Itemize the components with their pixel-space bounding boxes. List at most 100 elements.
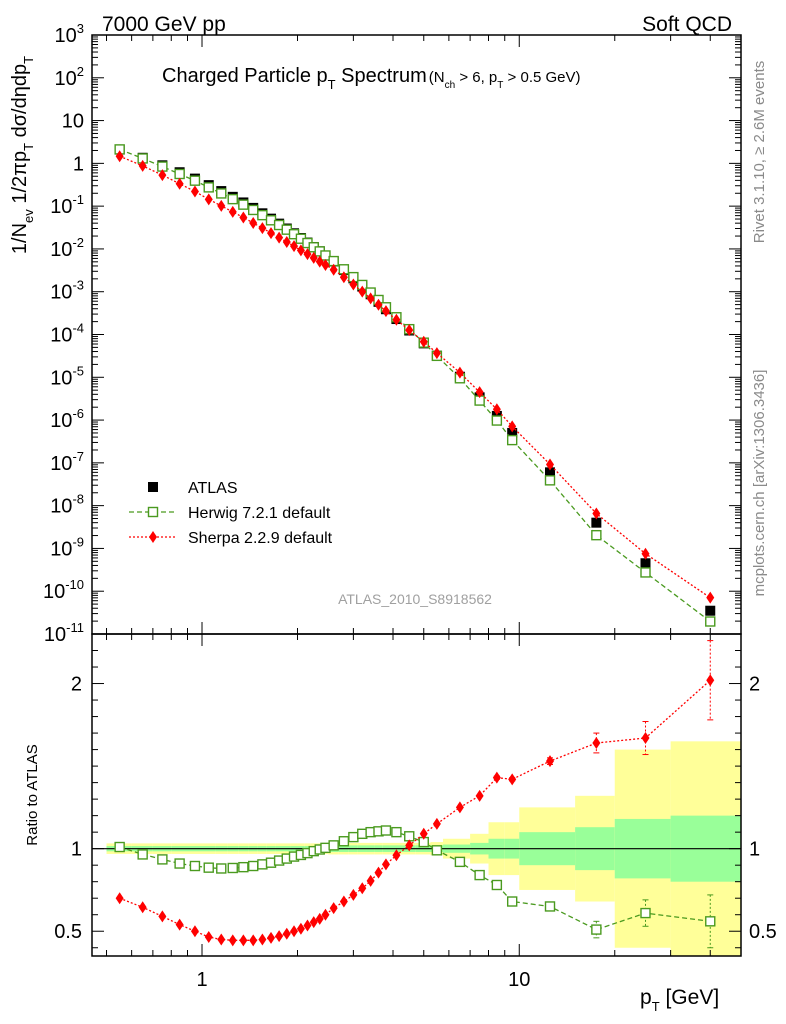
sherpa-ratio-line	[119, 679, 711, 941]
atlas-point	[705, 605, 716, 616]
sherpa-ratio-point	[158, 910, 167, 923]
herwig-ratio-point	[174, 858, 185, 869]
ratio-tick-label-right: 0.5	[749, 921, 777, 943]
herwig-ratio-point	[506, 896, 518, 907]
sherpa-ratio-point	[239, 934, 248, 947]
herwig-point	[257, 209, 268, 221]
sherpa-ratio-point	[381, 858, 390, 871]
sherpa-ratio-point	[546, 755, 555, 768]
herwig-point	[491, 415, 503, 426]
sherpa-ratio-point	[475, 789, 484, 802]
sherpa-ratio-point	[706, 674, 715, 687]
sherpa-point	[228, 205, 237, 218]
sherpa-ratio-point	[349, 888, 358, 901]
sherpa-point	[455, 366, 464, 379]
herwig-point	[174, 168, 185, 180]
atlas-point	[545, 467, 556, 478]
legend-label: ATLAS	[188, 480, 238, 497]
chart-title: Charged Particle pT Spectrum (Nch > 6, pT…	[162, 65, 581, 92]
herwig-ratio-point	[157, 854, 168, 865]
legend: ATLAS Herwig 7.2.1 default Sherpa 2.2.9 de…	[129, 480, 333, 547]
herwig-ratio-point	[380, 825, 392, 836]
sherpa-ratio-point	[115, 892, 124, 905]
axes: 1 1010310210110-110-210-310-410-510-610-7…	[43, 21, 777, 991]
sherpa-point	[309, 251, 318, 264]
sherpa-ratio-point	[258, 933, 267, 946]
y-axis-label: 1/Nev 1/2πpT dσ/dηdpT	[9, 56, 36, 254]
legend-label: Herwig 7.2.1 default	[188, 505, 331, 522]
sherpa-point	[641, 547, 650, 560]
herwig-point	[216, 188, 227, 199]
sherpa-point	[508, 420, 517, 433]
sherpa-ratio-point	[405, 839, 414, 852]
source-label: mcplots.cern.ch [arXiv:1306.3436]	[751, 370, 768, 597]
ratio-tick-label-right: 1	[749, 839, 760, 861]
sherpa-point	[405, 324, 414, 337]
sherpa-ratio-point	[455, 801, 464, 814]
herwig-ratio-point	[544, 901, 556, 912]
y-tick-label: 102	[55, 64, 84, 90]
sherpa-ratio-point	[190, 925, 199, 938]
sherpa-point	[115, 150, 124, 163]
y-tick-label: 10-4	[50, 321, 84, 347]
sherpa-ratio-point	[309, 916, 318, 929]
herwig-point	[640, 567, 651, 578]
y-tick-label: 10-7	[50, 449, 84, 475]
sherpa-point	[175, 177, 184, 190]
herwig-ratio-point	[114, 841, 125, 853]
y-tick-label: 10-10	[43, 577, 84, 603]
ratio-tick-label-left: 1	[71, 839, 82, 861]
sherpa-point	[290, 240, 299, 253]
herwig-ratio-point	[257, 859, 268, 870]
sherpa-point	[546, 458, 555, 471]
herwig-point	[506, 434, 518, 446]
herwig-point	[248, 204, 259, 216]
herwig-ratio-point	[338, 836, 350, 847]
sherpa-ratio-point	[339, 895, 348, 908]
y-tick-label: 10-2	[50, 235, 84, 261]
sherpa-ratio-point	[321, 908, 330, 921]
sherpa-ratio-point	[204, 931, 213, 944]
ratio-tick-label-right: 2	[749, 674, 760, 696]
sherpa-point	[706, 591, 715, 604]
sherpa-ratio-point	[228, 934, 237, 947]
sherpa-ratio-point	[217, 933, 226, 946]
energy-label: 7000 GeV pp	[102, 13, 226, 36]
sherpa-ratio-point	[592, 736, 601, 749]
herwig-ratio-point	[248, 860, 259, 872]
sherpa-ratio-point	[296, 922, 305, 935]
sherpa-point	[381, 305, 390, 318]
rivet-version-label: Rivet 3.1.10, ≥ 2.6M events	[751, 61, 768, 244]
ratio-frame	[91, 633, 742, 957]
herwig-ratio-point	[203, 862, 214, 873]
herwig-line	[119, 148, 711, 623]
sherpa-ratio-point	[282, 927, 291, 940]
sherpa-point	[239, 211, 248, 224]
herwig-ratio-point	[705, 916, 716, 927]
herwig-ratio-point	[640, 907, 651, 919]
sherpa-ratio-point	[374, 866, 383, 879]
sherpa-point	[339, 271, 348, 284]
sherpa-point	[275, 231, 284, 244]
herwig-ratio-point	[238, 861, 249, 873]
herwig-ratio-point	[491, 879, 503, 891]
sherpa-point	[349, 278, 358, 291]
herwig-ratio-point	[474, 869, 485, 881]
ratio-panel	[92, 640, 741, 949]
ratio-tick-label-left: 2	[71, 674, 82, 696]
sherpa-point	[358, 285, 367, 298]
sherpa-point	[419, 335, 428, 348]
sherpa-point	[392, 313, 401, 326]
sherpa-ratio-point	[329, 902, 338, 915]
sherpa-point	[492, 403, 501, 416]
sherpa-point	[267, 227, 276, 240]
y-tick-label: 10	[62, 111, 84, 133]
sherpa-point	[282, 235, 291, 248]
atlas-point	[591, 517, 602, 528]
herwig-point	[544, 475, 556, 486]
sherpa-ratio-point	[267, 931, 276, 944]
y-tick-label: 10-11	[44, 620, 84, 646]
herwig-ratio-point	[348, 831, 359, 843]
legend-marker-atlas	[148, 482, 158, 492]
